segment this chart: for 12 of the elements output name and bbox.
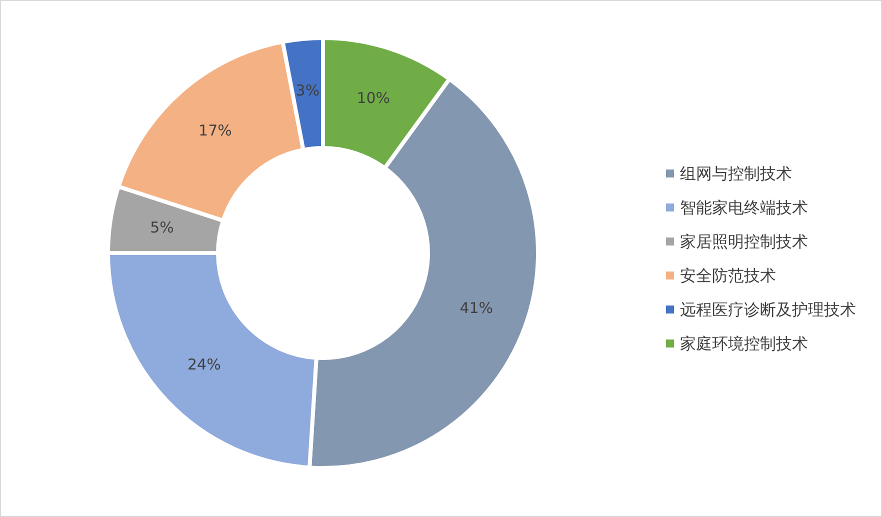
data-label: 10% [356,88,390,107]
data-label: 24% [188,356,221,374]
data-label: 17% [198,122,232,140]
legend-label: 家居照明控制技术 [680,232,808,251]
data-label: 3% [296,82,320,100]
legend-label: 家庭环境控制技术 [680,334,808,353]
legend-label: 组网与控制技术 [680,164,792,183]
data-label: 41% [460,299,494,318]
legend-label: 远程医疗诊断及护理技术 [680,300,856,319]
data-label: 5% [150,218,174,236]
legend-label: 安全防范技术 [680,266,776,285]
legend-label: 智能家电终端技术 [680,198,808,217]
